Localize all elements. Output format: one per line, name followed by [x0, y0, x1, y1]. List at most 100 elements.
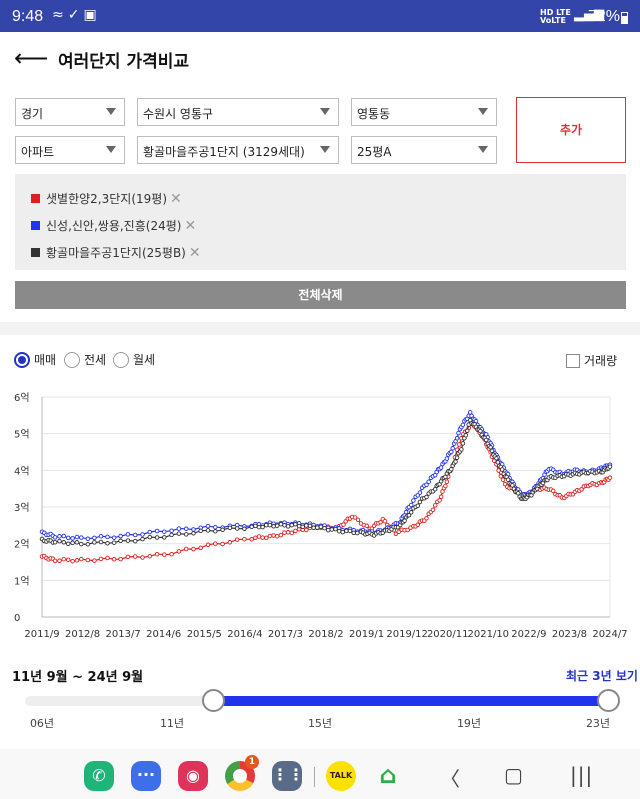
- close-icon[interactable]: ✕: [188, 245, 201, 261]
- data-point: [322, 525, 327, 531]
- recents-nav-icon[interactable]: |||: [570, 763, 594, 787]
- close-icon[interactable]: ✕: [170, 191, 182, 207]
- region-select[interactable]: 경기: [15, 98, 125, 126]
- data-point: [125, 554, 131, 560]
- data-point: [118, 538, 123, 544]
- data-point: [341, 522, 346, 527]
- x-tick-label: 2014/6: [146, 629, 181, 640]
- notification-badge: 1: [245, 755, 259, 769]
- data-point: [253, 535, 258, 541]
- data-point: [70, 540, 75, 546]
- chevron-down-icon: [106, 146, 116, 153]
- data-point: [267, 522, 273, 528]
- radio-sale[interactable]: 매매: [14, 351, 56, 368]
- slider-tick: 23년: [585, 717, 611, 730]
- type-select[interactable]: 아파트: [15, 136, 125, 164]
- data-point: [253, 523, 258, 529]
- range-start-handle[interactable]: [202, 689, 225, 712]
- recent-3y-button[interactable]: 최근 3년 보기: [566, 669, 638, 683]
- data-point: [426, 479, 431, 484]
- x-tick-label: 2012/8: [65, 629, 100, 640]
- range-end-handle[interactable]: [597, 689, 620, 712]
- checkbox-box[interactable]: [566, 354, 580, 368]
- data-point: [315, 525, 320, 530]
- data-point: [515, 490, 521, 496]
- data-point: [85, 536, 91, 542]
- data-point: [293, 522, 298, 527]
- data-point: [415, 522, 421, 528]
- data-point: [220, 527, 225, 533]
- data-point: [424, 515, 429, 521]
- type-select-value: 아파트: [21, 145, 55, 159]
- x-tick-label: 2024/7: [592, 629, 627, 640]
- messages-app-icon[interactable]: ···: [131, 761, 161, 791]
- data-point: [61, 533, 67, 539]
- slider-tick: 11년: [159, 717, 185, 730]
- home-nav-icon[interactable]: ▢: [504, 763, 523, 787]
- data-point: [444, 456, 450, 461]
- signal-icon: ▂▄▆: [574, 7, 604, 22]
- radio-monthly[interactable]: 월세: [113, 351, 155, 368]
- close-icon[interactable]: ✕: [184, 218, 197, 234]
- data-point: [176, 531, 182, 536]
- back-nav-icon[interactable]: 〈: [440, 767, 460, 791]
- data-point: [176, 549, 182, 554]
- data-point: [449, 449, 454, 455]
- dong-select[interactable]: 영통동: [351, 98, 497, 126]
- data-point: [454, 436, 460, 441]
- data-point: [274, 523, 280, 528]
- data-point: [438, 494, 444, 500]
- data-point: [105, 541, 110, 546]
- series-line: [41, 410, 611, 540]
- x-tick-label: 2013/7: [106, 629, 141, 640]
- data-point: [318, 524, 324, 529]
- camera-app-icon[interactable]: ◉: [178, 761, 208, 791]
- data-point: [460, 441, 466, 446]
- status-bar: 9:48 ≈✓▣ HD LTE VoLTE ▂▄▆ 72%: [0, 0, 640, 32]
- x-tick-label: 2020/11: [427, 629, 469, 640]
- data-point: [260, 535, 265, 540]
- size-select[interactable]: 25평A: [351, 136, 497, 164]
- delete-all-button[interactable]: 전체삭제: [15, 281, 626, 309]
- volume-checkbox[interactable]: 거래량: [566, 352, 617, 369]
- apps-grid-icon[interactable]: ⋮⋮: [272, 761, 304, 791]
- add-button[interactable]: 추가: [516, 97, 626, 163]
- chevron-down-icon: [478, 146, 488, 153]
- data-point: [289, 530, 295, 536]
- size-select-value: 25평A: [357, 145, 392, 159]
- complex-select[interactable]: 황골마을주공1단지 (3129세대): [137, 136, 339, 164]
- data-point: [607, 464, 613, 469]
- data-point: [502, 481, 508, 487]
- data-point: [220, 541, 225, 547]
- battery-icon: [621, 12, 628, 24]
- volte-label: VoLTE: [540, 16, 566, 25]
- data-point: [176, 526, 182, 531]
- data-point: [267, 533, 273, 539]
- back-arrow-icon[interactable]: ⟵: [14, 44, 49, 72]
- data-point: [191, 531, 196, 536]
- phone-app-icon[interactable]: ✆: [84, 761, 114, 791]
- chrome-app-icon[interactable]: 1: [225, 755, 259, 791]
- district-select[interactable]: 수원시 영통구: [137, 98, 339, 126]
- divider: [314, 767, 315, 787]
- data-point: [424, 494, 429, 500]
- kakaotalk-app-icon[interactable]: TALK: [326, 761, 356, 791]
- y-tick-label: 4억: [14, 465, 30, 477]
- data-point: [411, 498, 416, 503]
- data-point: [52, 535, 58, 540]
- data-point: [278, 521, 284, 527]
- data-point: [213, 529, 218, 534]
- radio-jeonse[interactable]: 전세: [64, 351, 106, 368]
- home-app-icon[interactable]: ⌂: [379, 761, 397, 789]
- radio-label: 전세: [84, 353, 107, 367]
- legend-swatch: [31, 194, 40, 203]
- page-title: 여러단지 가격비교: [58, 52, 190, 72]
- y-tick-label: 0: [14, 613, 20, 624]
- slider-tick: 19년: [456, 717, 482, 730]
- x-tick-label: 2015/5: [187, 629, 222, 640]
- data-point: [132, 554, 138, 559]
- data-point: [242, 526, 247, 532]
- data-point: [65, 541, 71, 547]
- data-point: [162, 535, 167, 540]
